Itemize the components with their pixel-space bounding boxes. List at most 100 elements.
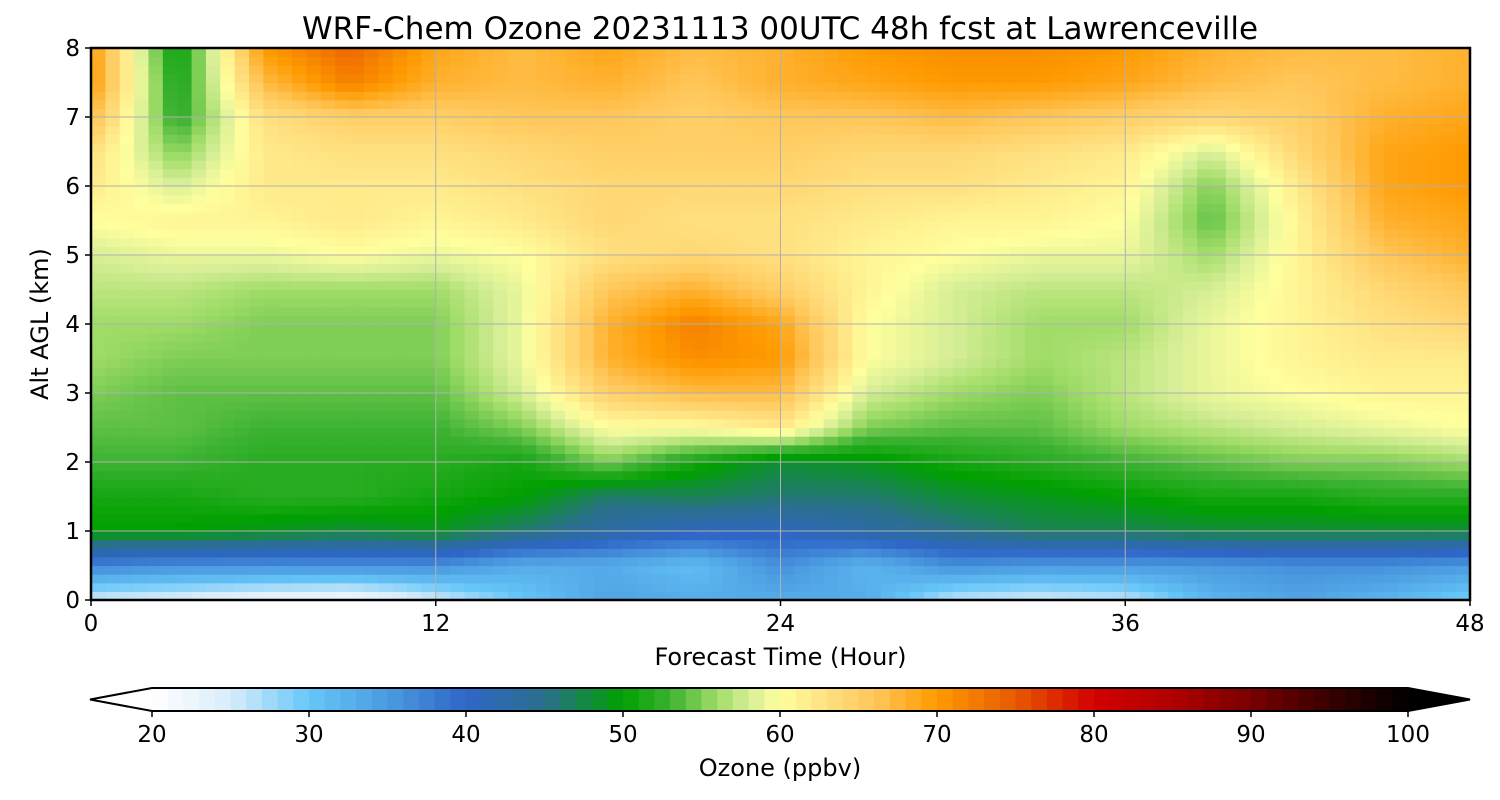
heatmap-cell (550, 505, 566, 515)
heatmap-cell (938, 591, 954, 601)
heatmap-cell (521, 393, 537, 403)
heatmap-cell (1197, 418, 1213, 429)
heatmap-cell (1283, 410, 1299, 420)
heatmap-cell (421, 496, 437, 506)
heatmap-cell (1441, 332, 1457, 342)
heatmap-cell (205, 574, 221, 584)
heatmap-cell (378, 255, 394, 265)
heatmap-cell (1398, 470, 1414, 480)
heatmap-cell (579, 375, 595, 385)
heatmap-cell (1211, 168, 1227, 178)
heatmap-cell (1383, 168, 1399, 178)
heatmap-cell (852, 531, 868, 541)
heatmap-cell (579, 203, 595, 213)
heatmap-cell (694, 513, 710, 523)
heatmap-cell (1355, 272, 1371, 282)
heatmap-cell (895, 151, 911, 161)
heatmap-cell (493, 436, 509, 446)
heatmap-cell (148, 522, 164, 532)
heatmap-cell (751, 237, 767, 247)
heatmap-cell (536, 470, 552, 480)
heatmap-cell (249, 548, 264, 558)
heatmap-cell (521, 565, 537, 575)
heatmap-cell (995, 505, 1011, 515)
heatmap-cell (852, 410, 868, 420)
heatmap-cell (450, 160, 466, 170)
heatmap-cell (191, 418, 207, 429)
heatmap-cell (823, 186, 839, 196)
heatmap-cell (579, 194, 595, 204)
heatmap-cell (1096, 496, 1112, 506)
heatmap-cell (967, 479, 983, 489)
heatmap-cell (1024, 358, 1040, 368)
heatmap-cell (1283, 194, 1299, 204)
heatmap-cell (1455, 289, 1471, 299)
heatmap-cell (1211, 160, 1227, 170)
heatmap-cell (220, 436, 236, 446)
heatmap-cell (205, 410, 221, 420)
heatmap-cell (335, 548, 351, 558)
heatmap-cell (1153, 324, 1169, 334)
heatmap-cell (1110, 177, 1126, 187)
heatmap-cell (924, 522, 940, 532)
heatmap-cell (924, 229, 940, 239)
heatmap-cell (1182, 246, 1198, 256)
heatmap-cell (191, 548, 207, 558)
heatmap-cell (794, 324, 810, 334)
heatmap-cell (794, 168, 810, 178)
heatmap-cell (1383, 151, 1399, 161)
heatmap-cell (263, 513, 279, 523)
heatmap-cell (679, 410, 695, 420)
heatmap-cell (665, 496, 681, 506)
heatmap-cell (335, 220, 351, 230)
heatmap-cell (823, 151, 839, 161)
heatmap-cell (1398, 203, 1414, 213)
heatmap-cell (1311, 255, 1327, 265)
heatmap-cell (1254, 556, 1270, 567)
heatmap-cell (1412, 393, 1428, 403)
heatmap-cell (1039, 462, 1055, 472)
heatmap-cell (478, 565, 494, 575)
heatmap-cell (162, 186, 178, 196)
heatmap-cell (1211, 151, 1227, 161)
heatmap-cell (363, 358, 379, 368)
heatmap-cell (579, 229, 595, 239)
heatmap-cell (737, 539, 753, 549)
heatmap-cell (378, 453, 394, 463)
heatmap-cell (536, 298, 552, 308)
heatmap-cell (478, 427, 494, 437)
heatmap-cell (1139, 194, 1155, 204)
heatmap-cell (1326, 255, 1342, 265)
heatmap-cell (579, 410, 595, 420)
heatmap-cell (363, 513, 379, 523)
heatmap-cell (1197, 582, 1213, 592)
heatmap-cell (1340, 324, 1356, 334)
heatmap-cell (1211, 565, 1227, 575)
heatmap-cell (1039, 375, 1055, 385)
heatmap-cell (737, 531, 753, 541)
heatmap-cell (1197, 315, 1213, 325)
heatmap-cell (1297, 505, 1313, 515)
heatmap-cell (837, 531, 853, 541)
heatmap-cell (464, 237, 480, 247)
heatmap-cell (1268, 539, 1284, 549)
heatmap-cell (1355, 160, 1371, 170)
heatmap-cell (119, 565, 135, 575)
heatmap-cell (1426, 444, 1442, 454)
heatmap-cell (881, 522, 897, 532)
heatmap-cell (967, 496, 983, 506)
heatmap-cell (1455, 384, 1471, 394)
heatmap-cell (105, 289, 121, 299)
heatmap-cell (1125, 418, 1141, 429)
heatmap-cell (1426, 263, 1442, 273)
heatmap-cell (1053, 324, 1069, 334)
heatmap-cell (249, 315, 264, 325)
heatmap-cell (924, 151, 940, 161)
heatmap-cell (1240, 487, 1256, 498)
heatmap-cell (622, 444, 638, 454)
heatmap-cell (823, 375, 839, 385)
heatmap-cell (478, 453, 494, 463)
heatmap-cell (421, 237, 437, 247)
heatmap-cell (794, 315, 810, 325)
heatmap-cell (119, 289, 135, 299)
